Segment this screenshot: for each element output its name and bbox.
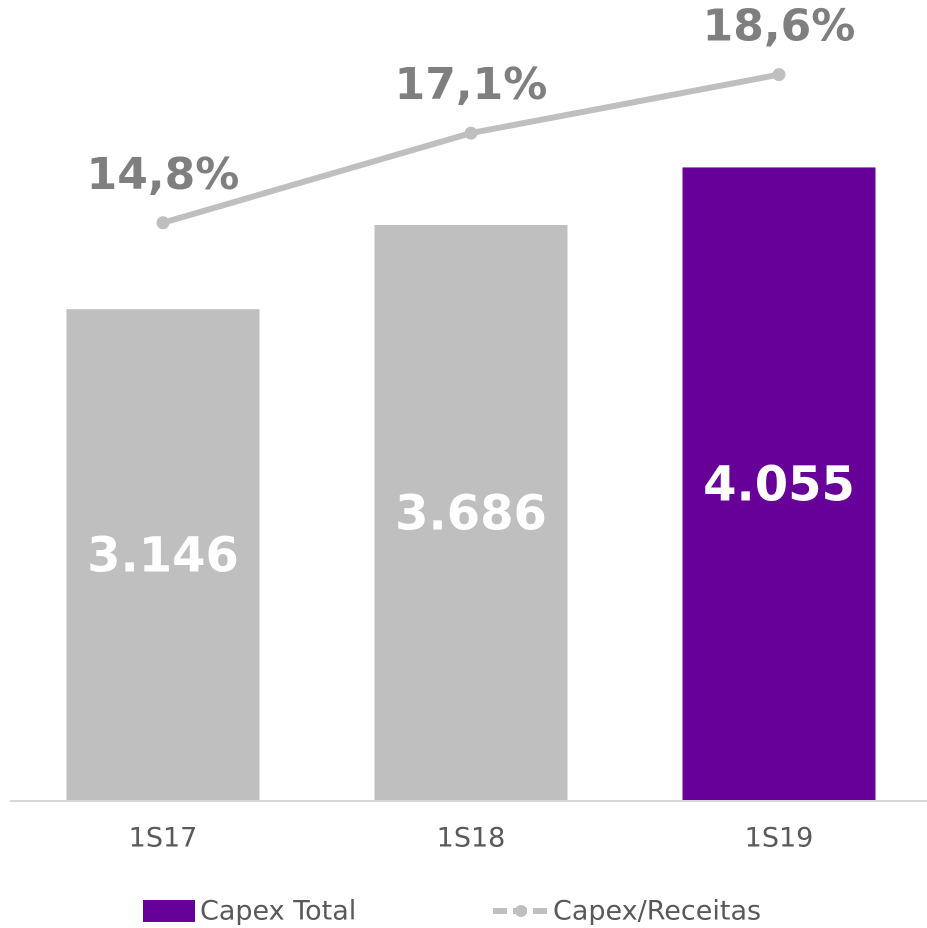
line-marker xyxy=(156,216,170,230)
line-value-label: 18,6% xyxy=(703,1,856,52)
bar-value-label: 4.055 xyxy=(703,457,855,513)
x-tick-label: 1S18 xyxy=(437,823,506,854)
x-tick-label: 1S19 xyxy=(745,823,814,854)
bar xyxy=(682,167,876,801)
legend-swatch xyxy=(515,905,527,917)
line-marker xyxy=(772,68,786,82)
bar-value-label: 3.686 xyxy=(395,485,547,541)
bar xyxy=(374,224,568,800)
bar-value-label: 3.146 xyxy=(87,528,239,584)
line-value-label: 17,1% xyxy=(395,59,548,110)
legend-label: Capex Total xyxy=(200,896,356,927)
bar xyxy=(66,309,260,800)
legend-label: Capex/Receitas xyxy=(553,896,761,927)
line-value-label: 14,8% xyxy=(87,149,240,200)
legend-swatch xyxy=(143,900,195,922)
x-tick-label: 1S17 xyxy=(129,823,198,854)
line-marker xyxy=(464,126,478,140)
